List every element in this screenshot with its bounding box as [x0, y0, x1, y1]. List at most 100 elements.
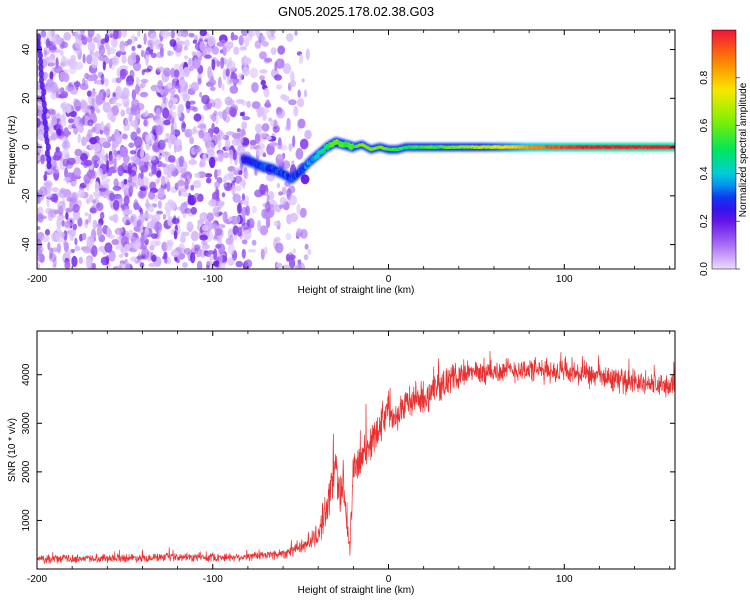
- spectrogram-noise-blob: [91, 97, 95, 109]
- spectrogram-noise-blob: [119, 146, 129, 158]
- spectrogram-noise-blob: [115, 85, 122, 98]
- spectrogram-noise-blob: [78, 256, 83, 264]
- spectrogram-noise-blob: [47, 241, 51, 251]
- spectrogram-noise-blob: [213, 98, 222, 109]
- spectrogram-noise-blob: [72, 204, 80, 213]
- x-tick-label: -100: [203, 574, 223, 585]
- spectrogram-noise-blob: [100, 155, 107, 163]
- spectrogram-noise-blob: [130, 156, 137, 161]
- spectrogram-noise-blob: [84, 72, 90, 79]
- spectrogram-noise-blob: [74, 30, 82, 42]
- spectrogram-noise-blob: [222, 45, 227, 57]
- spectrogram-noise-blob: [40, 94, 46, 103]
- spectrogram-noise-blob: [73, 99, 82, 112]
- spectrogram-noise-blob: [67, 131, 72, 136]
- spectrogram-noise-blob: [237, 226, 243, 237]
- spectrogram-noise-blob: [221, 83, 225, 91]
- spectrogram-noise-blob: [198, 129, 204, 139]
- spectrogram-noise-blob: [184, 208, 193, 214]
- spectrogram-noise-blob: [263, 87, 270, 98]
- spectrogram-noise-blob: [137, 44, 142, 49]
- spectrogram-noise-blob: [225, 68, 230, 77]
- spectrogram-noise-blob: [240, 30, 249, 37]
- spectrogram-noise-blob: [71, 191, 79, 202]
- spectrogram-noise-blob: [255, 30, 260, 39]
- spectrogram-noise-blob: [119, 65, 128, 71]
- spectrogram-noise-blob: [46, 155, 52, 164]
- spectrogram-noise-blob: [115, 133, 123, 145]
- y-tick-label: -40: [21, 237, 32, 252]
- spectrogram-noise-blob: [131, 45, 136, 52]
- spectrogram-noise-blob: [182, 231, 190, 237]
- spectrogram-noise-blob: [255, 123, 263, 134]
- y-tick-label: 40: [21, 44, 32, 56]
- spectrogram-noise-blob: [228, 149, 234, 159]
- spectrogram-noise-blob: [38, 63, 44, 72]
- spectrogram-noise-blob: [247, 248, 256, 253]
- spectrogram-noise-blob: [140, 170, 144, 180]
- spectrogram-noise-blob: [112, 92, 116, 97]
- spectrogram-noise-blob: [150, 233, 158, 239]
- spectrogram-noise-blob: [259, 132, 267, 138]
- spectrogram-noise-blob: [98, 187, 107, 192]
- spectrogram-noise-blob: [208, 199, 218, 207]
- x-tick-label: 0: [386, 574, 392, 585]
- spectrogram-noise-blob: [201, 224, 209, 232]
- spectrogram-noise-blob: [232, 193, 241, 203]
- spectrogram-noise-blob: [216, 134, 221, 141]
- spectrogram-noise-blob: [282, 186, 287, 195]
- spectrogram-noise-blob: [270, 119, 279, 128]
- spectrogram-noise-blob: [268, 117, 272, 122]
- spectrogram-noise-blob: [47, 55, 57, 67]
- spectrogram-noise-blob: [156, 210, 163, 215]
- y-tick-label: 0: [21, 144, 32, 150]
- spectrogram-noise-blob: [235, 185, 242, 192]
- spectrogram-noise-blob: [41, 112, 47, 121]
- colorbar-frame: [711, 29, 737, 270]
- spectrogram-noise-blob: [259, 51, 267, 60]
- spectrogram-noise-blob: [128, 229, 134, 240]
- spectrogram-noise-blob: [139, 91, 149, 98]
- spectrogram-noise-blob: [170, 30, 175, 39]
- spectrogram-noise-blob: [301, 78, 305, 83]
- spectrogram-noise-blob: [303, 89, 308, 98]
- spectrogram-noise-blob: [50, 231, 60, 243]
- spectrogram-noise-blob: [173, 230, 178, 240]
- spectrogram-noise-blob: [199, 212, 208, 222]
- spectrogram-noise-blob: [130, 256, 139, 262]
- spectrogram-noise-blob: [157, 200, 162, 209]
- spectrogram-noise-blob: [304, 129, 312, 140]
- spectrogram-noise-blob: [38, 57, 44, 66]
- spectrogram-noise-blob: [227, 60, 236, 73]
- spectrogram-noise-blob: [283, 95, 290, 102]
- spectrogram-noise-blob: [168, 155, 176, 163]
- spectrogram-noise-blob: [109, 97, 114, 105]
- spectrogram-noise-blob: [218, 261, 222, 269]
- spectrogram-noise-blob: [249, 67, 259, 79]
- spectrogram-noise-blob: [157, 80, 164, 90]
- spectrogram-noise-blob: [141, 213, 146, 221]
- spectrogram-noise-blob: [192, 106, 198, 113]
- spectrogram-noise-blob: [279, 204, 283, 210]
- spectrogram-noise-blob: [44, 137, 50, 145]
- spectrogram-noise-blob: [242, 66, 250, 77]
- spectrogram-noise-blob: [288, 99, 297, 106]
- spectrogram-noise-blob: [167, 171, 172, 178]
- x-tick-label: -100: [203, 274, 223, 285]
- spectrogram-noise-blob: [190, 252, 196, 264]
- spectrogram-noise-blob: [100, 121, 104, 131]
- spectrogram-noise-blob: [170, 250, 180, 258]
- spectrogram-noise-blob: [112, 38, 117, 47]
- spectrogram-noise-blob: [162, 92, 167, 104]
- spectrogram-noise-blob: [202, 152, 207, 163]
- spectrogram-noise-blob: [297, 259, 302, 265]
- spectrogram-noise-blob: [164, 201, 172, 213]
- spectrogram-noise-blob: [59, 71, 68, 82]
- spectrogram-noise-blob: [292, 135, 296, 148]
- spectrogram-noise-blob: [42, 235, 50, 242]
- spectrogram-noise-blob: [225, 131, 235, 136]
- y-tick-label: 3000: [21, 412, 32, 435]
- spectrogram-noise-blob: [242, 116, 251, 121]
- chart-title: GN05.2025.178.02.38.G03: [278, 4, 434, 19]
- spectrogram-noise-blob: [245, 205, 250, 217]
